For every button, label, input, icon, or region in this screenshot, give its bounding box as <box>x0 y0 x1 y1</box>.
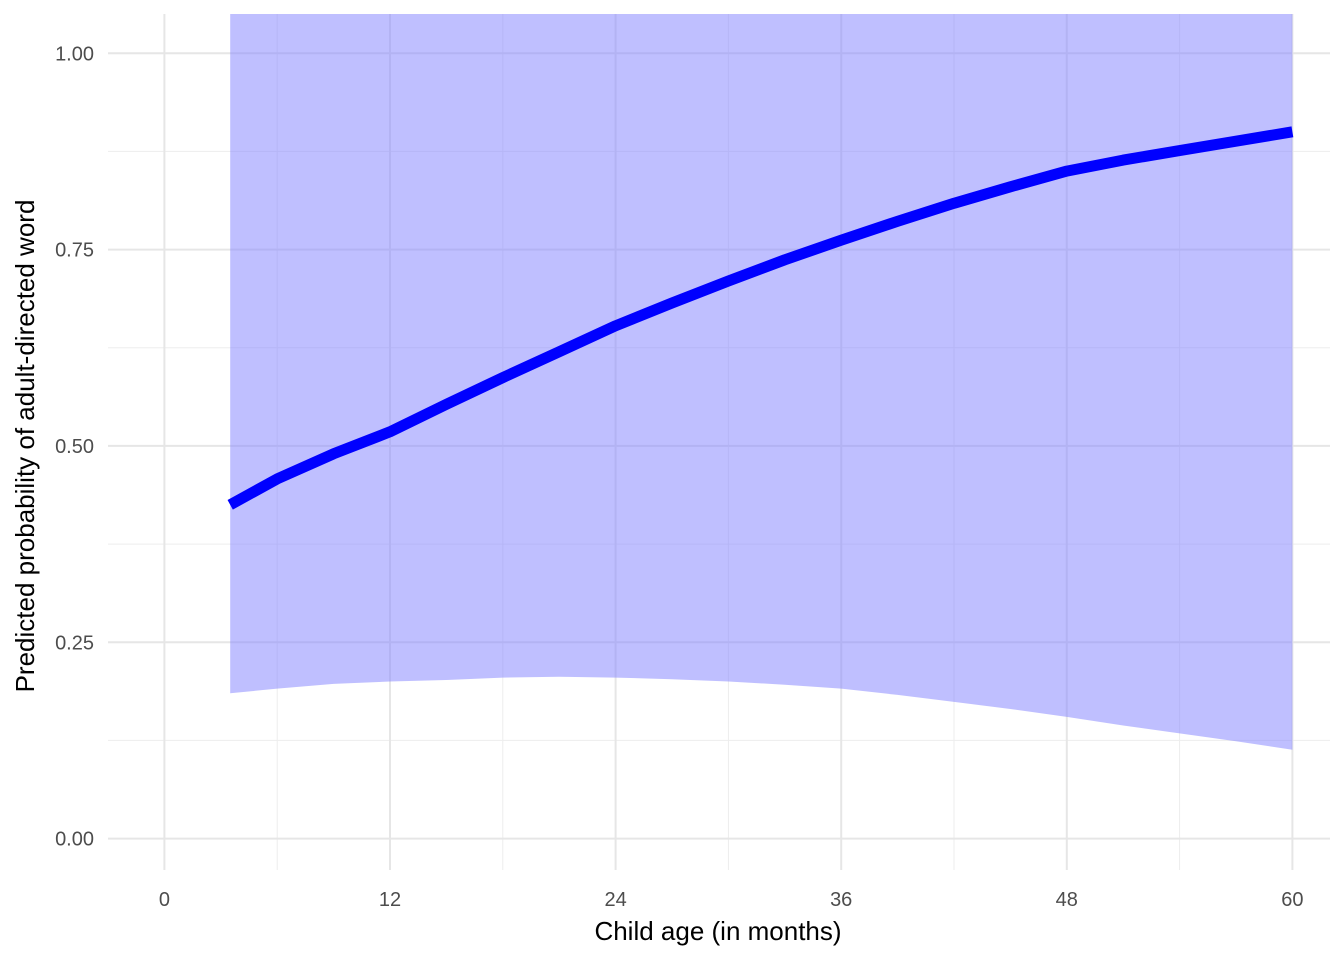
x-tick-label: 0 <box>159 889 170 911</box>
y-tick-label: 0.50 <box>55 436 94 458</box>
x-axis-ticks: 0 12 24 36 48 60 <box>159 889 1304 911</box>
x-tick-label: 12 <box>379 889 401 911</box>
y-tick-label: 0.75 <box>55 240 94 262</box>
y-tick-label: 1.00 <box>55 43 94 65</box>
predicted-probability-line <box>227 126 1294 510</box>
y-tick-label: 0.00 <box>55 829 94 851</box>
x-axis-title: Child age (in months) <box>594 916 841 946</box>
x-tick-label: 36 <box>830 889 852 911</box>
confidence-band <box>230 14 1293 750</box>
x-tick-label: 24 <box>604 889 626 911</box>
y-axis-ticks: 0.00 0.25 0.50 0.75 1.00 <box>55 43 94 850</box>
x-tick-label: 60 <box>1281 889 1303 911</box>
x-tick-label: 48 <box>1056 889 1078 911</box>
y-tick-label: 0.25 <box>55 632 94 654</box>
y-axis-title: Predicted probability of adult-directed … <box>10 200 40 693</box>
